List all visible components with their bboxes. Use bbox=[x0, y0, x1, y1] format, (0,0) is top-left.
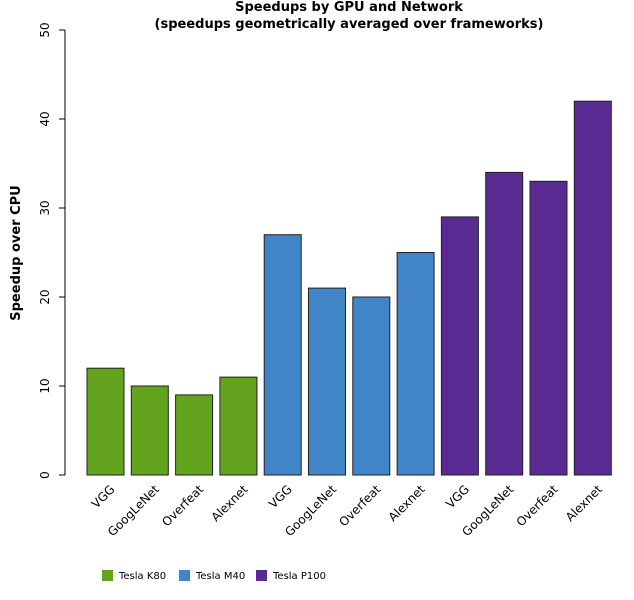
y-tick-label: 40 bbox=[38, 111, 52, 126]
x-tick-label: VGG bbox=[443, 482, 472, 511]
legend-swatch bbox=[102, 570, 113, 581]
bar bbox=[396, 252, 435, 476]
bar bbox=[308, 287, 346, 476]
x-tick-label: Alexnet bbox=[386, 482, 428, 524]
bar bbox=[219, 376, 258, 476]
chart-subtitle: (speedups geometrically averaged over fr… bbox=[155, 17, 544, 32]
x-tick-label: VGG bbox=[89, 482, 118, 511]
y-tick-label: 30 bbox=[38, 200, 52, 215]
legend-swatch bbox=[179, 570, 190, 581]
y-tick-label: 0 bbox=[38, 471, 52, 479]
x-tick-label: Alexnet bbox=[563, 482, 605, 524]
bar bbox=[175, 394, 214, 476]
chart-title: Speedups by GPU and Network bbox=[235, 0, 463, 15]
x-tick-label: Alexnet bbox=[208, 482, 250, 524]
x-tick-label: Overfeat bbox=[159, 482, 206, 529]
bar bbox=[529, 180, 568, 476]
bar bbox=[263, 234, 302, 476]
bar bbox=[352, 296, 391, 476]
y-tick-label: 20 bbox=[38, 289, 52, 304]
bar bbox=[573, 100, 612, 476]
legend-label: Tesla K80 bbox=[118, 571, 166, 582]
bar bbox=[86, 367, 125, 476]
bar bbox=[440, 216, 479, 476]
y-axis-label: Speedup over CPU bbox=[9, 185, 24, 320]
x-tick-label: VGG bbox=[266, 482, 295, 511]
x-tick-label: Overfeat bbox=[514, 482, 561, 529]
y-tick-label: 10 bbox=[38, 378, 52, 393]
y-tick-label: 50 bbox=[38, 22, 52, 37]
legend-label: Tesla M40 bbox=[195, 571, 245, 582]
legend-swatch bbox=[256, 570, 267, 581]
x-tick-label: Overfeat bbox=[336, 482, 383, 529]
bar bbox=[130, 385, 169, 476]
bar bbox=[485, 171, 524, 476]
legend-label: Tesla P100 bbox=[272, 571, 326, 582]
